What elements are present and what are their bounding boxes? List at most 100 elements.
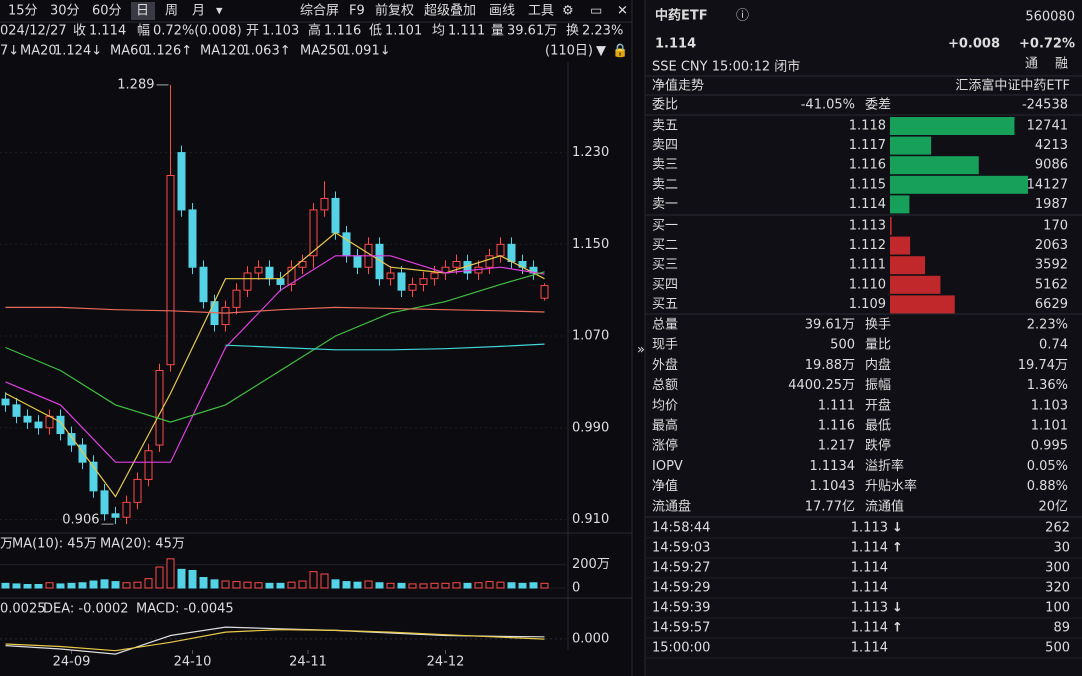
volume-bar [144, 578, 153, 589]
volume-bar [221, 580, 230, 589]
stat-value: 1.36% [1027, 378, 1068, 393]
candle-body [298, 261, 307, 268]
stat-value: 19.88万 [805, 358, 855, 373]
trade-volume: 30 [1053, 541, 1070, 556]
volume-bar [254, 582, 263, 589]
candle-body [23, 415, 32, 423]
fund-name: 汇添富中证中药ETF [955, 78, 1070, 94]
period-tab[interactable]: 30分 [50, 4, 80, 19]
book-label: 买五 [652, 297, 678, 312]
quote-date: 024/12/27 [0, 24, 67, 39]
order-label: 委比 [652, 98, 678, 113]
book-bar [890, 275, 941, 294]
stat-value: 0.74 [1039, 338, 1068, 353]
trade-time: 14:59:27 [652, 561, 710, 576]
quote-label: 高 [308, 23, 321, 39]
volume-bar [540, 582, 549, 589]
book-volume: 2063 [1035, 238, 1068, 253]
candle-body [452, 261, 461, 268]
period-tab[interactable]: 月 [192, 4, 205, 19]
ma-value: 1.091↓ [343, 44, 391, 59]
ma-name: MA250 [300, 44, 345, 59]
candle-body [408, 283, 417, 291]
stat-label: 流通盘 [652, 498, 691, 514]
trade-time: 14:59:39 [652, 601, 710, 616]
volume-bar [331, 579, 340, 589]
y-tick-label: 1.230 [572, 145, 609, 160]
quote-label: 均 [432, 24, 445, 39]
lock-icon: 🔒 [612, 44, 628, 59]
candle-body [243, 272, 252, 291]
volume-legend: 万 [0, 537, 13, 552]
period-tab[interactable]: 日 [136, 4, 149, 19]
tool-button[interactable]: 画线 [489, 4, 515, 19]
volume-bar [375, 582, 384, 589]
candle-body [1, 398, 10, 406]
close-icon[interactable]: ✕ [617, 4, 628, 19]
book-label: 卖二 [652, 177, 678, 192]
candle-body [221, 306, 230, 326]
volume-bar [56, 583, 65, 589]
volume-bar [188, 570, 197, 589]
quote-value: 1.103 [262, 24, 299, 39]
period-tab[interactable]: 15分 [8, 4, 38, 19]
candle-body [89, 461, 98, 492]
stat-value: 39.61万 [805, 318, 855, 333]
book-bar [890, 117, 1015, 135]
stat-value: 1.1134 [810, 459, 856, 474]
active-period [131, 2, 155, 20]
period-tab[interactable]: 周 [165, 4, 178, 19]
y-tick-label: 200万 [572, 557, 610, 572]
annotation: 0.906 [62, 513, 99, 528]
tool-button[interactable]: 前复权 [375, 3, 414, 19]
volume-bar [45, 582, 54, 589]
book-price: 1.118 [849, 119, 886, 134]
volume-bar [474, 582, 483, 589]
candle-body [67, 433, 76, 446]
volume-bar [342, 581, 351, 589]
price-change-pct: +0.72% [1019, 37, 1075, 52]
market-status: SSE CNY 15:00:12 闭市 [652, 59, 800, 75]
y-tick-label: 1.070 [572, 329, 609, 344]
tool-button[interactable]: 超级叠加 [424, 4, 476, 19]
candle-body [199, 266, 208, 303]
tool-button[interactable]: F9 [349, 4, 365, 19]
order-label: 委差 [865, 98, 891, 113]
quote-label: 换 [566, 24, 579, 39]
ma-line [5, 306, 545, 314]
quote-value: 1.116 [324, 24, 361, 39]
stat-value: 1.111 [818, 398, 855, 413]
stat-value: 1.103 [1031, 398, 1068, 413]
trade-volume: 100 [1045, 601, 1070, 616]
volume-bar [386, 582, 395, 589]
candle-body [232, 289, 241, 308]
quote-value: 1.111 [448, 24, 485, 39]
tool-button[interactable]: 综合屏 [300, 4, 339, 19]
book-bar [890, 156, 979, 175]
period-tab[interactable]: 60分 [92, 4, 122, 19]
nav-trend[interactable]: 净值走势 [652, 78, 704, 94]
quote-value: 2.23% [582, 24, 623, 39]
tool-button[interactable]: 工具 [528, 4, 554, 19]
window-icon[interactable]: ▭ [590, 4, 602, 19]
candle-body [331, 197, 340, 234]
book-volume: 12741 [1027, 119, 1068, 134]
book-price: 1.111 [849, 258, 886, 273]
candle-body [397, 272, 406, 291]
volume-bar [67, 582, 76, 589]
trade-volume: 262 [1045, 521, 1070, 536]
info-icon[interactable]: ⓘ [736, 9, 749, 24]
candle-body [100, 490, 109, 515]
stat-label: 换手 [865, 318, 891, 333]
range-label[interactable]: (110日) [545, 44, 593, 59]
settings-icon[interactable]: ⚙ [562, 4, 574, 19]
range-menu-icon[interactable]: ▼ [596, 44, 606, 59]
dropdown-icon[interactable]: ▾ [216, 4, 223, 19]
trade-volume: 500 [1045, 641, 1070, 656]
badge: 融 [1055, 57, 1068, 72]
candle-body [177, 152, 186, 211]
book-bar [890, 175, 1028, 194]
stat-label: 现手 [652, 338, 678, 353]
collapse-icon[interactable]: » [637, 343, 645, 358]
y-tick-label: 0.990 [572, 420, 609, 435]
